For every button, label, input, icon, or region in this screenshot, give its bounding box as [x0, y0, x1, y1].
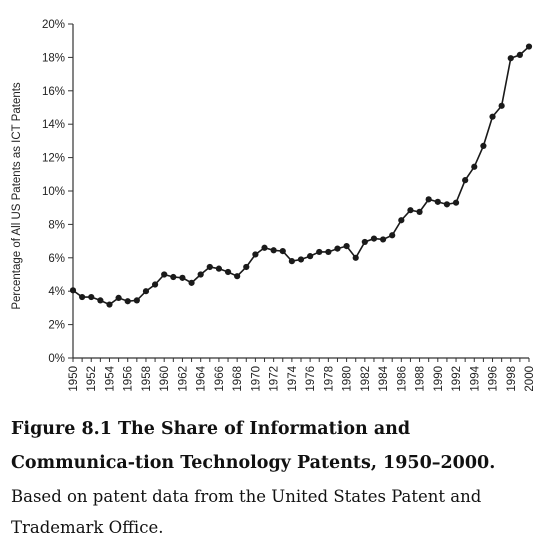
x-tick-label: 1950: [68, 366, 80, 392]
data-point: [151, 281, 159, 288]
data-point: [370, 235, 378, 242]
data-point: [480, 142, 487, 150]
data-point: [425, 196, 432, 203]
x-tick-label: 1962: [177, 366, 189, 392]
y-tick-label: 16%: [42, 86, 65, 98]
y-tick-label: 6%: [48, 253, 65, 265]
x-tick-label: 1992: [451, 366, 463, 392]
data-point: [325, 248, 332, 256]
data-point: [334, 245, 341, 252]
data-point: [498, 102, 505, 109]
x-tick-label: 1988: [415, 366, 427, 392]
data-point: [115, 294, 122, 301]
data-point: [224, 268, 232, 276]
data-point: [507, 55, 514, 62]
y-axis-title: Percentage of All US Patents as ICT Pate…: [11, 82, 23, 310]
y-tick-label: 14%: [42, 119, 65, 131]
x-tick-label: 1960: [159, 366, 171, 392]
data-point: [352, 254, 359, 261]
chart-svg: Percentage of All US Patents as ICT Pate…: [11, 19, 536, 392]
data-point: [462, 177, 469, 184]
data-point: [142, 288, 150, 295]
series-line: [72, 45, 530, 306]
x-tick-label: 1974: [287, 365, 299, 391]
series-ict-share: [69, 43, 533, 308]
y-tick-label: 2%: [48, 320, 65, 332]
axes: [72, 24, 529, 359]
x-tick-label: 1958: [141, 366, 153, 392]
x-tick-label: 1964: [196, 365, 208, 391]
y-tick-label: 12%: [42, 153, 65, 165]
data-point: [252, 251, 259, 258]
data-point: [215, 265, 223, 272]
x-tick-label: 1970: [250, 366, 262, 392]
data-point: [343, 243, 350, 250]
y-tick-label: 18%: [42, 52, 65, 64]
figure-title: Figure 8.1 The Share of Information and …: [11, 419, 496, 473]
y-tick-label: 4%: [48, 286, 65, 298]
data-point: [407, 207, 414, 214]
data-point: [124, 298, 131, 305]
x-tick-label: 1972: [269, 366, 281, 392]
line-chart: Percentage of All US Patents as ICT Pate…: [11, 19, 536, 392]
x-tick-label: 1996: [488, 366, 500, 392]
data-point: [288, 258, 295, 265]
x-tick-label: 2000: [524, 366, 536, 392]
figure-note: Based on patent data from the United Sta…: [11, 487, 482, 537]
x-tick-label: 1976: [305, 366, 317, 392]
data-point: [379, 236, 387, 243]
data-point: [97, 297, 104, 304]
data-point: [316, 248, 323, 256]
x-tick-label: 1954: [104, 365, 116, 391]
data-point: [69, 287, 77, 294]
data-point: [188, 279, 195, 286]
x-tick-label: 1984: [378, 365, 390, 391]
x-tick-label: 1968: [232, 366, 244, 392]
data-point: [170, 273, 177, 281]
x-tick-label: 1980: [342, 366, 354, 392]
data-point: [133, 297, 140, 304]
data-point: [261, 244, 268, 251]
data-point: [161, 271, 168, 278]
data-point: [489, 113, 496, 120]
y-tick-label: 0%: [48, 353, 65, 365]
data-point: [197, 271, 204, 278]
data-point: [443, 201, 451, 208]
data-point: [434, 198, 441, 205]
x-tick-label: 1952: [86, 366, 98, 392]
x-tick-label: 1990: [433, 366, 445, 392]
data-point: [206, 263, 213, 271]
data-point: [416, 208, 423, 215]
data-point: [452, 199, 460, 206]
data-point: [297, 256, 305, 263]
data-point: [79, 293, 86, 301]
data-point: [270, 247, 277, 254]
y-tick-label: 10%: [42, 186, 65, 198]
x-tick-label: 1982: [360, 366, 372, 392]
x-tick-label: 1986: [396, 366, 408, 392]
data-point: [234, 273, 241, 280]
data-point: [361, 238, 368, 246]
data-point: [179, 274, 186, 281]
y-axis: 0% 2% 4% 6% 8% 10% 12% 14% 16% 18% 20%: [42, 19, 73, 365]
data-point: [307, 253, 314, 260]
data-point: [88, 293, 95, 301]
y-tick-label: 20%: [42, 19, 65, 31]
data-point: [525, 43, 533, 50]
data-point: [279, 248, 286, 255]
x-tick-label: 1978: [323, 366, 335, 392]
data-point: [516, 51, 523, 58]
data-point: [389, 232, 396, 239]
data-point: [243, 263, 250, 271]
y-tick-label: 8%: [48, 219, 65, 231]
data-point: [106, 301, 113, 308]
data-point: [398, 217, 405, 224]
x-tick-label: 1966: [214, 366, 226, 392]
x-tick-label: 1956: [123, 366, 135, 392]
x-axis: 1950 1952 1954 1956 1958 1960 1962 1964 1966 1968…: [68, 358, 536, 392]
data-point: [471, 163, 478, 170]
x-tick-label: 1994: [469, 365, 481, 391]
x-tick-label: 1998: [506, 366, 518, 392]
